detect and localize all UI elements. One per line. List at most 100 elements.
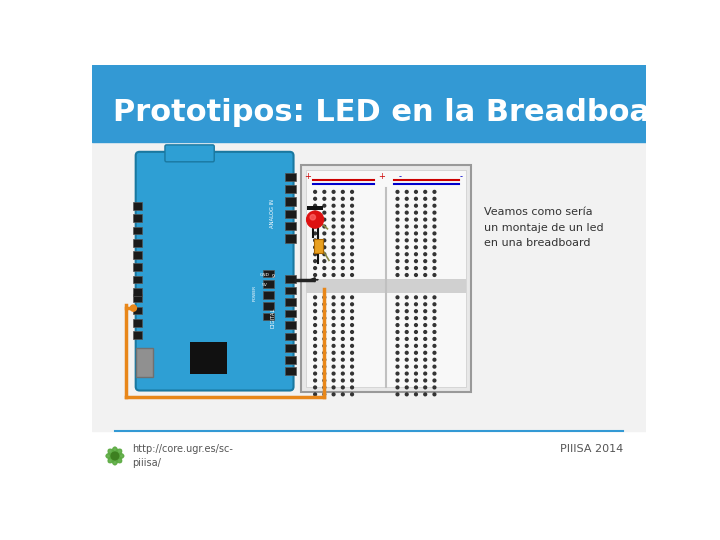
Circle shape <box>433 365 436 368</box>
Circle shape <box>332 267 335 269</box>
Circle shape <box>332 274 335 276</box>
Circle shape <box>396 211 399 214</box>
Circle shape <box>405 211 408 214</box>
Circle shape <box>314 232 317 235</box>
Circle shape <box>351 338 354 340</box>
Circle shape <box>314 267 317 269</box>
Circle shape <box>415 191 418 193</box>
Bar <box>189 342 227 374</box>
Circle shape <box>314 393 317 396</box>
Circle shape <box>323 393 325 396</box>
Circle shape <box>415 352 418 354</box>
Circle shape <box>323 386 325 389</box>
Circle shape <box>351 191 354 193</box>
Text: -: - <box>460 172 463 181</box>
Circle shape <box>307 211 323 228</box>
Bar <box>133 276 142 284</box>
Ellipse shape <box>106 453 115 458</box>
Circle shape <box>405 317 408 320</box>
Bar <box>133 288 142 296</box>
Circle shape <box>323 317 325 320</box>
Circle shape <box>396 310 399 313</box>
Ellipse shape <box>114 453 124 458</box>
Circle shape <box>433 225 436 228</box>
Bar <box>306 170 466 387</box>
Circle shape <box>314 211 317 214</box>
Circle shape <box>351 345 354 347</box>
Circle shape <box>351 317 354 320</box>
Circle shape <box>323 260 325 262</box>
Circle shape <box>424 232 426 235</box>
Circle shape <box>424 191 426 193</box>
Bar <box>92 65 647 142</box>
Circle shape <box>405 204 408 207</box>
Bar <box>306 279 466 293</box>
Ellipse shape <box>114 449 122 457</box>
Circle shape <box>323 239 325 242</box>
Circle shape <box>424 379 426 382</box>
Circle shape <box>314 365 317 368</box>
Text: 5V: 5V <box>262 283 268 287</box>
Text: -: - <box>398 172 401 181</box>
Circle shape <box>424 338 426 340</box>
Circle shape <box>396 393 399 396</box>
Circle shape <box>433 218 436 221</box>
Text: PIIISA 2014: PIIISA 2014 <box>560 444 623 455</box>
Circle shape <box>314 330 317 333</box>
Circle shape <box>332 345 335 347</box>
Circle shape <box>314 198 317 200</box>
Bar <box>133 331 142 339</box>
Circle shape <box>341 352 344 354</box>
Circle shape <box>433 260 436 262</box>
Circle shape <box>341 310 344 313</box>
FancyArrow shape <box>310 278 318 281</box>
Circle shape <box>314 372 317 375</box>
Circle shape <box>351 274 354 276</box>
Circle shape <box>351 232 354 235</box>
Circle shape <box>433 352 436 354</box>
Circle shape <box>405 267 408 269</box>
Circle shape <box>332 296 335 299</box>
Circle shape <box>332 386 335 389</box>
Circle shape <box>323 198 325 200</box>
Bar <box>133 214 142 222</box>
Circle shape <box>341 218 344 221</box>
Circle shape <box>433 330 436 333</box>
Circle shape <box>323 218 325 221</box>
Circle shape <box>396 365 399 368</box>
Circle shape <box>332 323 335 327</box>
Ellipse shape <box>112 447 117 456</box>
Bar <box>285 345 296 352</box>
Text: 9: 9 <box>271 274 274 279</box>
Circle shape <box>396 198 399 200</box>
Circle shape <box>396 345 399 347</box>
Circle shape <box>314 260 317 262</box>
Text: +: + <box>379 172 385 181</box>
Bar <box>307 206 323 210</box>
Circle shape <box>314 239 317 242</box>
Circle shape <box>351 253 354 255</box>
Circle shape <box>433 274 436 276</box>
Circle shape <box>314 323 317 327</box>
Text: Veamos como sería
un montaje de un led
en una breadboard: Veamos como sería un montaje de un led e… <box>485 207 604 248</box>
Bar <box>285 197 296 206</box>
Circle shape <box>433 393 436 396</box>
Circle shape <box>415 310 418 313</box>
Circle shape <box>341 338 344 340</box>
Circle shape <box>424 253 426 255</box>
Circle shape <box>415 359 418 361</box>
Circle shape <box>111 452 119 460</box>
Circle shape <box>405 225 408 228</box>
Circle shape <box>351 359 354 361</box>
Circle shape <box>424 225 426 228</box>
Ellipse shape <box>114 455 122 463</box>
Bar <box>263 313 274 320</box>
Circle shape <box>351 267 354 269</box>
Circle shape <box>332 239 335 242</box>
Circle shape <box>341 239 344 242</box>
Circle shape <box>332 365 335 368</box>
Bar <box>285 222 296 231</box>
Circle shape <box>323 330 325 333</box>
Circle shape <box>433 246 436 249</box>
Circle shape <box>323 191 325 193</box>
